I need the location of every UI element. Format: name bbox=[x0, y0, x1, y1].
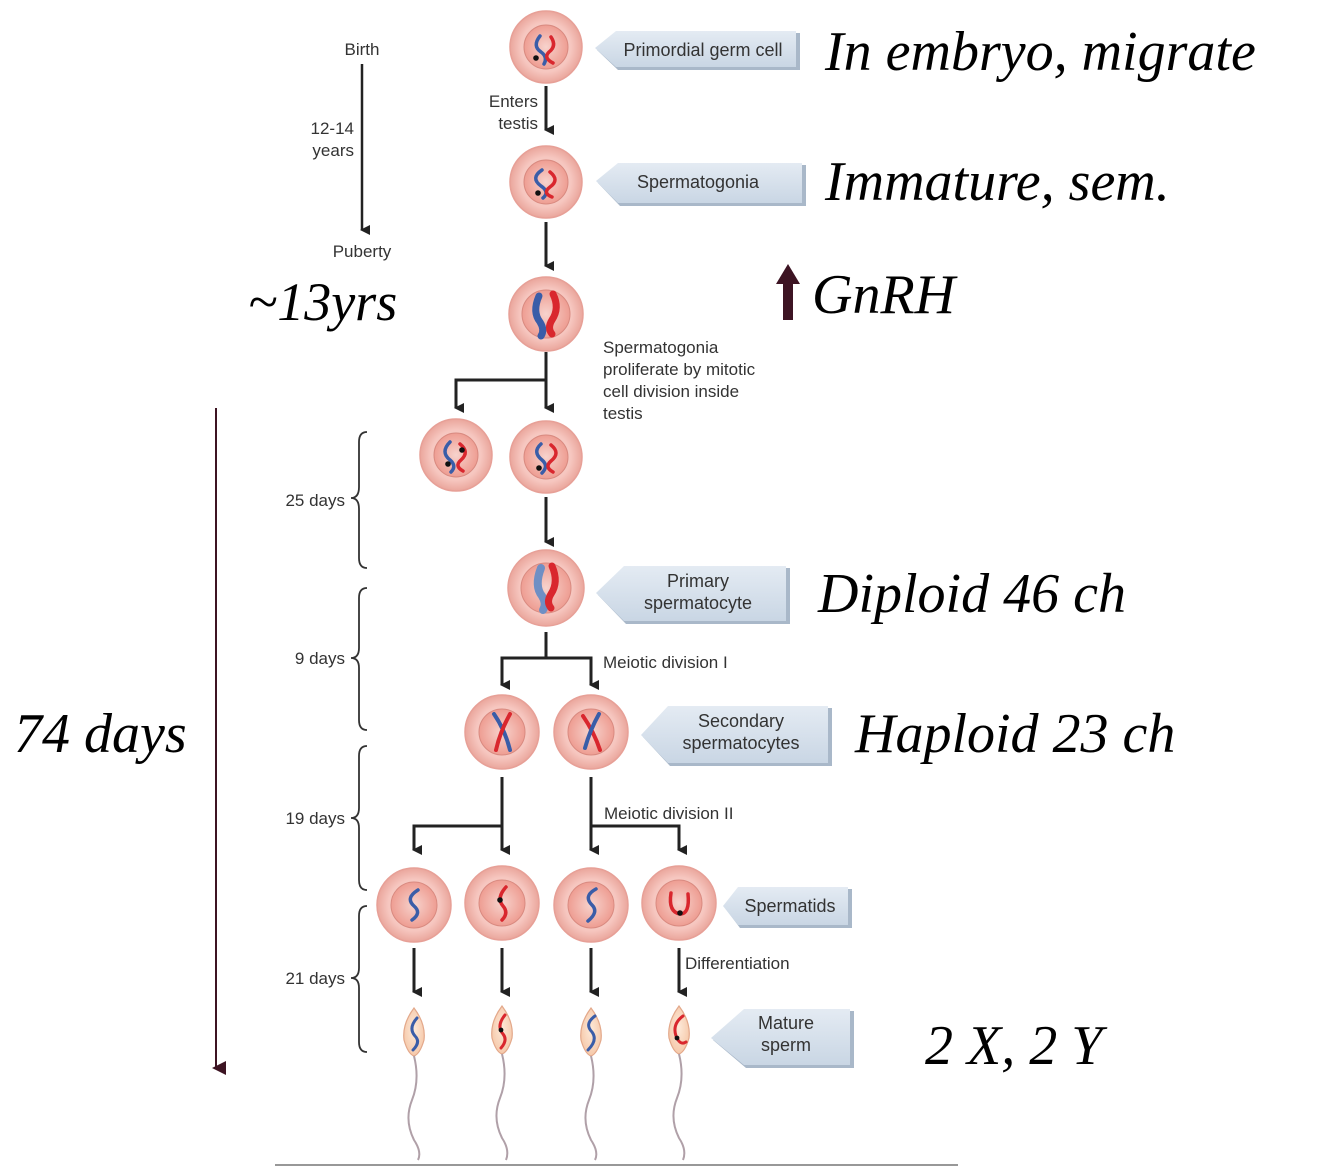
duration-21-days: 21 days bbox=[285, 969, 345, 988]
secondary-spermatocyte-right bbox=[553, 694, 629, 770]
arrow-meiosis2-d bbox=[591, 824, 687, 855]
secondary-spermatocytes-label-line2: spermatocytes bbox=[682, 733, 799, 753]
label-primordial-germ-cell: Primordial germ cell bbox=[595, 31, 800, 70]
annotation-embryo: In embryo, migrate bbox=[824, 21, 1256, 83]
daughter-cell-right bbox=[509, 420, 583, 494]
spermatid-1 bbox=[376, 867, 452, 943]
annotation-gnrh: GnRH bbox=[812, 264, 958, 326]
meiotic-division-2-label: Meiotic division II bbox=[604, 804, 733, 823]
duration-braces bbox=[350, 431, 368, 1053]
enters-testis-line2: testis bbox=[498, 114, 538, 133]
spermatogonia-cell bbox=[509, 145, 583, 219]
total-duration-annotation: 74 days bbox=[14, 408, 226, 1075]
duration-9-days: 9 days bbox=[295, 649, 345, 668]
arrow-meiosis2-b bbox=[412, 824, 502, 855]
primary-spermatocyte-cell bbox=[507, 549, 585, 627]
annotation-diploid: Diploid 46 ch bbox=[817, 563, 1126, 625]
primordial-germ-cell-label: Primordial germ cell bbox=[623, 40, 782, 60]
spermatid-3 bbox=[553, 867, 629, 943]
spermatid-4 bbox=[641, 865, 717, 941]
primordial-germ-cell bbox=[509, 10, 583, 84]
meiotic-division-1-label: Meiotic division I bbox=[603, 653, 728, 672]
differentiation-label: Differentiation bbox=[685, 954, 790, 973]
proliferation-note-line1: Spermatogonia bbox=[603, 338, 719, 357]
enters-testis-line1: Enters bbox=[489, 92, 538, 111]
proliferation-note: Spermatogonia proliferate by mitotic cel… bbox=[603, 338, 756, 423]
mature-sperm-2 bbox=[491, 1004, 513, 1161]
spermatid-2 bbox=[464, 865, 540, 941]
annotation-haploid: Haploid 23 ch bbox=[854, 703, 1175, 765]
annotation-immature: Immature, sem. bbox=[824, 151, 1170, 213]
proliferation-note-line3: cell division inside bbox=[603, 382, 739, 401]
mature-sperm-label-line1: Mature bbox=[758, 1013, 814, 1033]
arrow-meiosis1-left bbox=[500, 632, 548, 690]
flow-arrows bbox=[412, 86, 687, 997]
brace-19-days bbox=[350, 745, 368, 891]
mature-sperm-label-line2: sperm bbox=[761, 1035, 811, 1055]
annotation-chromosomes: 2 X, 2 Y bbox=[925, 1015, 1108, 1077]
secondary-spermatocyte-left bbox=[464, 694, 540, 770]
brace-9-days bbox=[350, 587, 368, 731]
mature-sperm-4 bbox=[668, 1004, 690, 1161]
secondary-spermatocytes-label-line1: Secondary bbox=[698, 711, 784, 731]
label-spermatids: Spermatids bbox=[723, 887, 852, 928]
up-arrow-icon bbox=[776, 264, 800, 320]
primary-spermatocyte-label-line2: spermatocyte bbox=[644, 593, 752, 613]
years-label-line2: years bbox=[312, 141, 354, 160]
brace-21-days bbox=[350, 905, 368, 1053]
annotation-total-days: 74 days bbox=[14, 703, 187, 765]
mature-sperm-1 bbox=[403, 1006, 425, 1161]
label-secondary-spermatocytes: Secondary spermatocytes bbox=[641, 706, 832, 766]
label-spermatogonia: Spermatogonia bbox=[596, 163, 806, 206]
arrow-meiosis1-right bbox=[546, 656, 599, 690]
annotation-age: ~13yrs bbox=[248, 272, 397, 332]
proliferation-note-line4: testis bbox=[603, 404, 643, 423]
birth-puberty-timeline: Birth 12-14 years Puberty bbox=[311, 40, 392, 261]
daughter-cell-left bbox=[419, 418, 493, 492]
gnrh-annotation: GnRH bbox=[776, 264, 958, 326]
spermatogonia-label: Spermatogonia bbox=[637, 172, 760, 192]
birth-label: Birth bbox=[345, 40, 380, 59]
proliferating-cell bbox=[508, 276, 584, 352]
spermatids-label: Spermatids bbox=[744, 896, 835, 916]
duration-19-days: 19 days bbox=[285, 809, 345, 828]
mature-sperm-3 bbox=[580, 1006, 602, 1161]
label-primary-spermatocyte: Primary spermatocyte bbox=[596, 566, 790, 624]
proliferation-note-line2: proliferate by mitotic bbox=[603, 360, 756, 379]
years-label-line1: 12-14 bbox=[311, 119, 354, 138]
primary-spermatocyte-label-line1: Primary bbox=[667, 571, 729, 591]
duration-25-days: 25 days bbox=[285, 491, 345, 510]
puberty-label: Puberty bbox=[333, 242, 392, 261]
arrow-prolif-left bbox=[454, 378, 546, 413]
label-mature-sperm: Mature sperm bbox=[711, 1009, 854, 1068]
brace-25-days bbox=[350, 431, 368, 569]
